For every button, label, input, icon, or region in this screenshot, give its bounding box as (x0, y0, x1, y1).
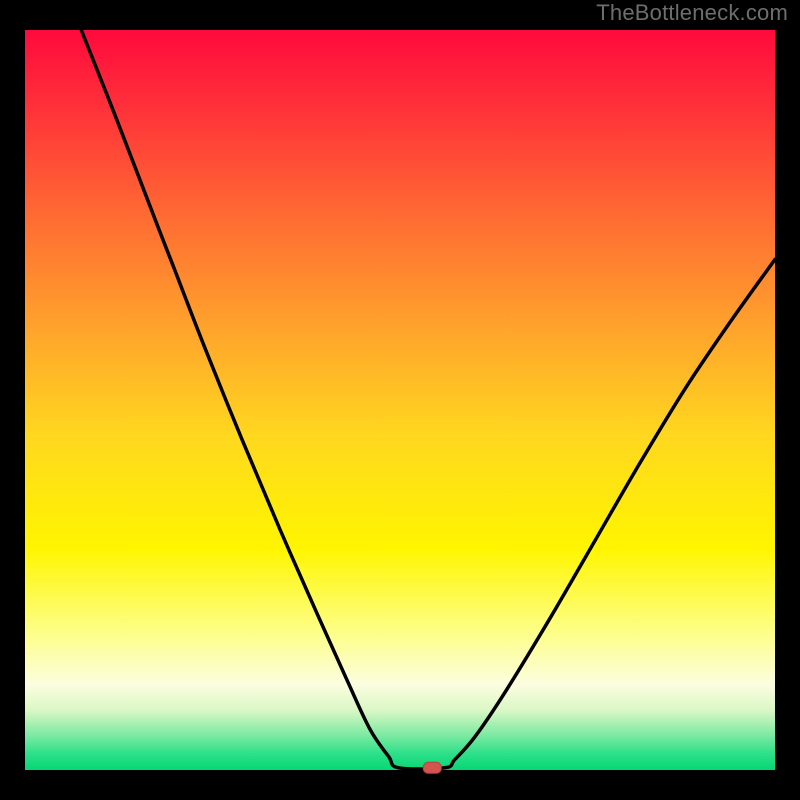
chart-canvas: TheBottleneck.com (0, 0, 800, 800)
plot-background (25, 30, 775, 770)
attribution-label: TheBottleneck.com (596, 0, 788, 26)
current-config-marker (423, 762, 441, 773)
bottleneck-chart-svg (0, 0, 800, 800)
